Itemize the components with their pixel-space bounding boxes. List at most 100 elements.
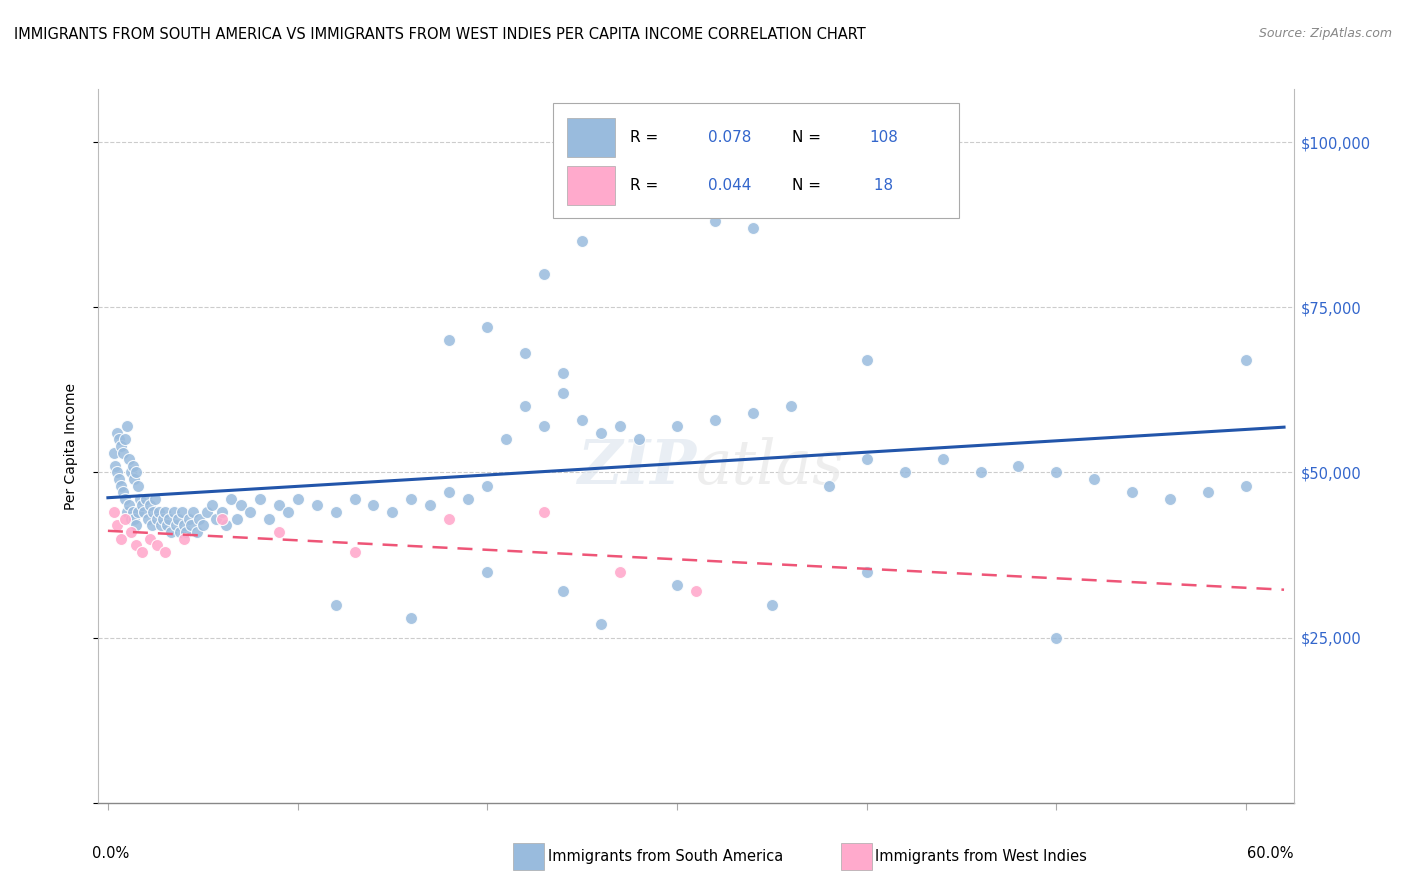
Point bbox=[515, 346, 537, 360]
Point bbox=[401, 491, 423, 506]
Point bbox=[104, 458, 127, 473]
Point bbox=[173, 532, 195, 546]
Point bbox=[931, 452, 953, 467]
Point bbox=[211, 511, 233, 525]
Point bbox=[343, 545, 366, 559]
Point bbox=[893, 466, 915, 480]
Point bbox=[855, 565, 877, 579]
Point bbox=[138, 532, 160, 546]
Point bbox=[419, 499, 441, 513]
Point bbox=[553, 367, 575, 381]
Point bbox=[118, 499, 141, 513]
Point bbox=[257, 511, 280, 525]
Point bbox=[110, 532, 132, 546]
Point bbox=[533, 419, 555, 434]
Point bbox=[181, 505, 204, 519]
Point bbox=[153, 505, 176, 519]
Point bbox=[146, 538, 169, 552]
Point bbox=[741, 221, 763, 235]
Point bbox=[1121, 485, 1143, 500]
Point bbox=[132, 505, 155, 519]
Point bbox=[267, 524, 290, 539]
Text: atlas: atlas bbox=[696, 437, 845, 498]
Point bbox=[1083, 472, 1105, 486]
Point bbox=[609, 565, 631, 579]
Point bbox=[118, 452, 141, 467]
Point bbox=[157, 511, 180, 525]
Point bbox=[1197, 485, 1219, 500]
Point bbox=[214, 518, 236, 533]
Point bbox=[439, 333, 461, 347]
Point bbox=[121, 505, 143, 519]
FancyBboxPatch shape bbox=[553, 103, 959, 218]
Point bbox=[381, 505, 404, 519]
Point bbox=[141, 518, 163, 533]
Point bbox=[703, 214, 725, 228]
Point bbox=[131, 499, 153, 513]
Point bbox=[325, 598, 347, 612]
Point bbox=[120, 524, 142, 539]
Point bbox=[571, 412, 593, 426]
Point bbox=[105, 466, 128, 480]
Point bbox=[125, 518, 148, 533]
Point bbox=[741, 406, 763, 420]
Point bbox=[477, 320, 499, 334]
Point bbox=[127, 478, 149, 492]
Point bbox=[666, 578, 689, 592]
Text: ZIP: ZIP bbox=[576, 437, 696, 498]
Point bbox=[167, 511, 190, 525]
Point bbox=[439, 485, 461, 500]
Point bbox=[159, 524, 181, 539]
Point bbox=[114, 433, 136, 447]
Point bbox=[110, 478, 132, 492]
Point bbox=[195, 505, 218, 519]
Point bbox=[553, 584, 575, 599]
Point bbox=[1045, 631, 1067, 645]
Point bbox=[703, 412, 725, 426]
Point bbox=[169, 524, 191, 539]
Point bbox=[135, 491, 157, 506]
Point bbox=[110, 439, 132, 453]
Point bbox=[142, 505, 165, 519]
Point bbox=[152, 511, 174, 525]
Point bbox=[685, 584, 707, 599]
Point bbox=[219, 491, 242, 506]
Point bbox=[143, 491, 166, 506]
Point bbox=[239, 505, 262, 519]
Point bbox=[628, 433, 651, 447]
Point bbox=[191, 518, 214, 533]
Text: IMMIGRANTS FROM SOUTH AMERICA VS IMMIGRANTS FROM WEST INDIES PER CAPITA INCOME C: IMMIGRANTS FROM SOUTH AMERICA VS IMMIGRA… bbox=[14, 27, 866, 42]
Point bbox=[153, 545, 176, 559]
Point bbox=[591, 617, 613, 632]
Point bbox=[121, 458, 143, 473]
Point bbox=[124, 511, 146, 525]
Point bbox=[1234, 353, 1257, 368]
Point bbox=[148, 505, 170, 519]
Point bbox=[131, 545, 153, 559]
Point bbox=[112, 445, 135, 459]
Point bbox=[120, 511, 142, 525]
Point bbox=[591, 425, 613, 440]
Point bbox=[1045, 466, 1067, 480]
Text: 0.044: 0.044 bbox=[709, 178, 751, 193]
Point bbox=[1234, 478, 1257, 492]
Point bbox=[173, 518, 195, 533]
Point bbox=[163, 505, 186, 519]
Point bbox=[108, 472, 131, 486]
Point bbox=[186, 524, 208, 539]
Text: Source: ZipAtlas.com: Source: ZipAtlas.com bbox=[1258, 27, 1392, 40]
Point bbox=[105, 425, 128, 440]
Point bbox=[305, 499, 328, 513]
Point bbox=[170, 505, 193, 519]
Point bbox=[211, 505, 233, 519]
Point bbox=[229, 499, 252, 513]
Point bbox=[779, 400, 801, 414]
Point bbox=[188, 511, 211, 525]
Point bbox=[969, 466, 991, 480]
Point bbox=[1159, 491, 1181, 506]
Point bbox=[277, 505, 299, 519]
Point bbox=[103, 505, 125, 519]
Point bbox=[115, 419, 138, 434]
Point bbox=[571, 234, 593, 248]
Point bbox=[343, 491, 366, 506]
